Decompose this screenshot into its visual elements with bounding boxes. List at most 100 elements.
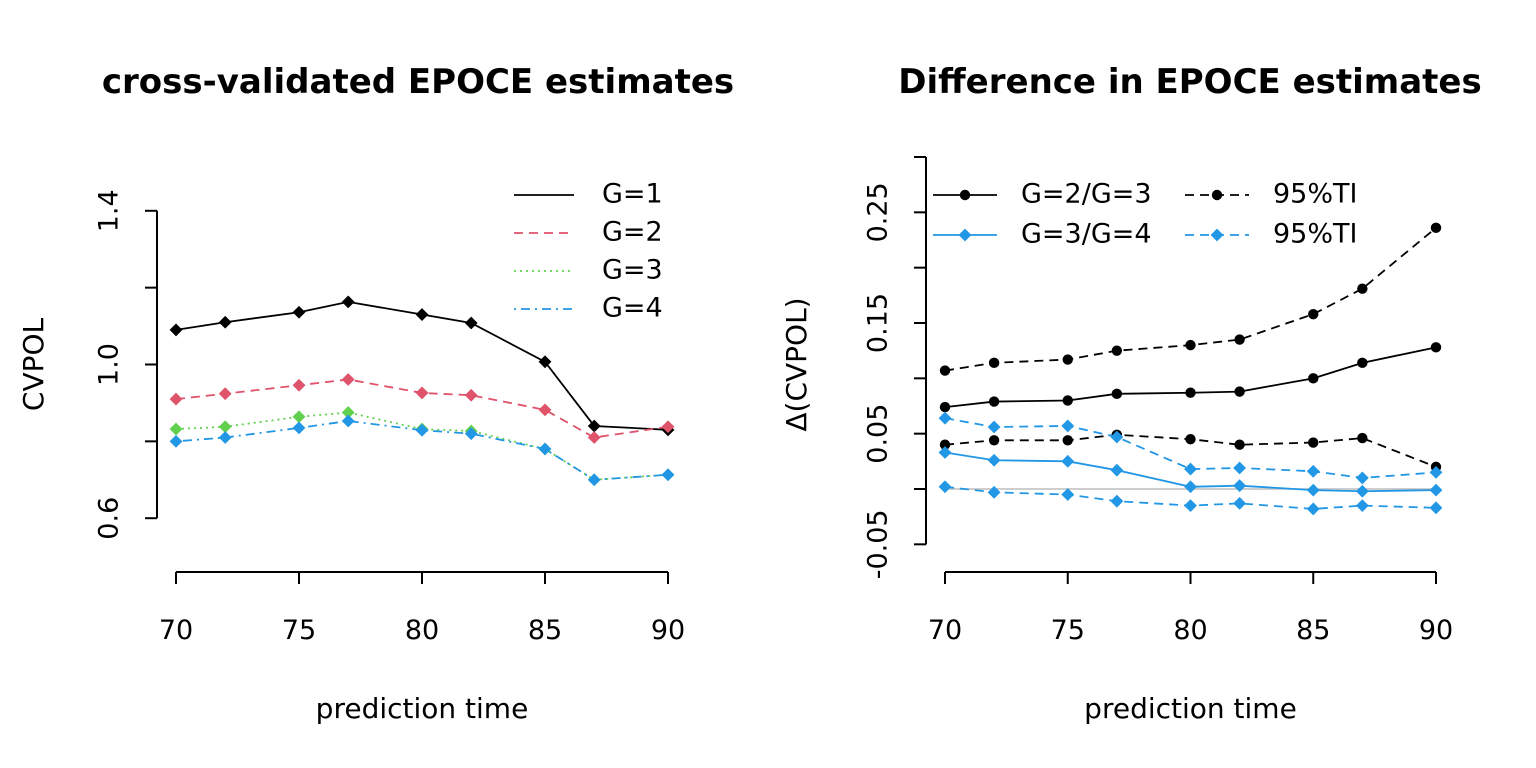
data-point [1234,439,1245,450]
data-point [1233,496,1246,510]
y-axis-label: CVPOL [17,317,50,411]
x-tick-label: 75 [282,615,316,646]
data-point [218,431,232,444]
x-tick-label: 75 [1051,615,1085,646]
data-point [1355,471,1369,485]
x-tick-label: 90 [1419,615,1453,646]
data-point [988,396,1000,407]
legend-label: 95%TI [1273,179,1357,210]
data-point [464,316,478,330]
data-point [1061,419,1075,433]
data-point [1234,386,1245,397]
data-point [1110,430,1124,444]
data-point [938,411,952,425]
data-point [1429,501,1443,515]
data-point [1355,484,1369,498]
data-point [415,423,429,437]
data-point [218,420,232,434]
data-point [1234,334,1245,345]
x-tick-label: 70 [159,615,193,646]
data-point [292,421,306,435]
data-point [169,434,183,448]
x-tick-label: 80 [1173,615,1207,646]
x-tick-label: 85 [528,615,562,646]
x-axis-label: prediction time [316,692,529,725]
data-point [1185,339,1196,351]
data-point [987,485,1001,499]
legend-label: G=3/G=4 [1021,219,1152,250]
data-point [939,439,951,450]
data-point [218,315,232,329]
series-line [175,420,669,481]
y-tick-label: -0.05 [863,509,894,579]
data-point [1062,435,1073,446]
data-point [1233,461,1246,475]
data-point [1110,494,1124,508]
data-point [1306,464,1320,478]
panel-epoce-estimates: cross-validated EPOCE estimates 70 75 80 85 9… [17,62,734,725]
y-tick-label: 0.15 [863,293,894,353]
data-point [464,388,478,402]
data-point [292,378,306,392]
data-point [341,295,355,309]
data-point [1061,488,1075,501]
data-point [1306,502,1320,516]
legend-label: G=3 [602,255,663,286]
y-tick-label: 0.05 [863,404,894,464]
data-point [1308,373,1319,384]
data-point [987,420,1001,434]
data-point [587,473,601,487]
data-point [218,387,232,401]
data-point [661,468,675,482]
x-tick-label: 70 [928,615,962,646]
data-point [587,419,601,433]
data-point [169,323,183,337]
y-tick-label: 1.4 [94,189,125,232]
legend-label: G=2/G=3 [1021,179,1152,210]
y-tick-label: 0.25 [863,182,894,242]
x-tick-label: 85 [1296,615,1330,646]
data-point [169,422,183,436]
data-point [1430,342,1442,353]
data-point [939,365,951,376]
legend-marker [958,228,972,242]
data-point [341,406,355,419]
data-point [341,373,355,386]
series-line [944,417,1437,479]
x-tick-label: 90 [651,615,685,646]
legend-label: G=1 [602,179,663,210]
data-point [988,357,1000,369]
legend-marker [1211,189,1223,201]
data-point [1185,387,1196,398]
legend: G=2/G=3 95%TI G=3/G=4 95%TI [933,179,1357,250]
data-point [987,453,1001,467]
data-point [1111,388,1123,400]
panel-difference-estimates: Difference in EPOCE estimates 70 75 80 85 90 -… [780,62,1482,725]
data-point [938,446,952,459]
data-point [1357,357,1368,369]
data-point [464,427,478,441]
chart-title: cross-validated EPOCE estimates [102,62,734,102]
data-point [1184,462,1197,476]
data-point [1111,345,1123,356]
legend: G=1 G=2 G=3 G=4 [514,179,663,324]
data-point [1062,354,1073,365]
x-axis-label: prediction time [1084,692,1297,725]
y-tick-label: 1.0 [94,343,125,386]
data-point [587,431,601,444]
data-point [1184,480,1197,494]
data-point [538,442,552,456]
data-point [1430,222,1442,234]
data-point [415,308,429,321]
data-point [661,420,675,434]
data-point [538,403,552,417]
data-point [988,435,1000,446]
chart-title: Difference in EPOCE estimates [898,62,1481,102]
data-point [1308,308,1319,320]
data-point [1061,454,1075,468]
data-point [341,414,355,428]
data-point [169,392,183,406]
x-tick-label: 80 [405,615,439,646]
data-point [415,386,429,400]
data-point [1429,466,1443,479]
